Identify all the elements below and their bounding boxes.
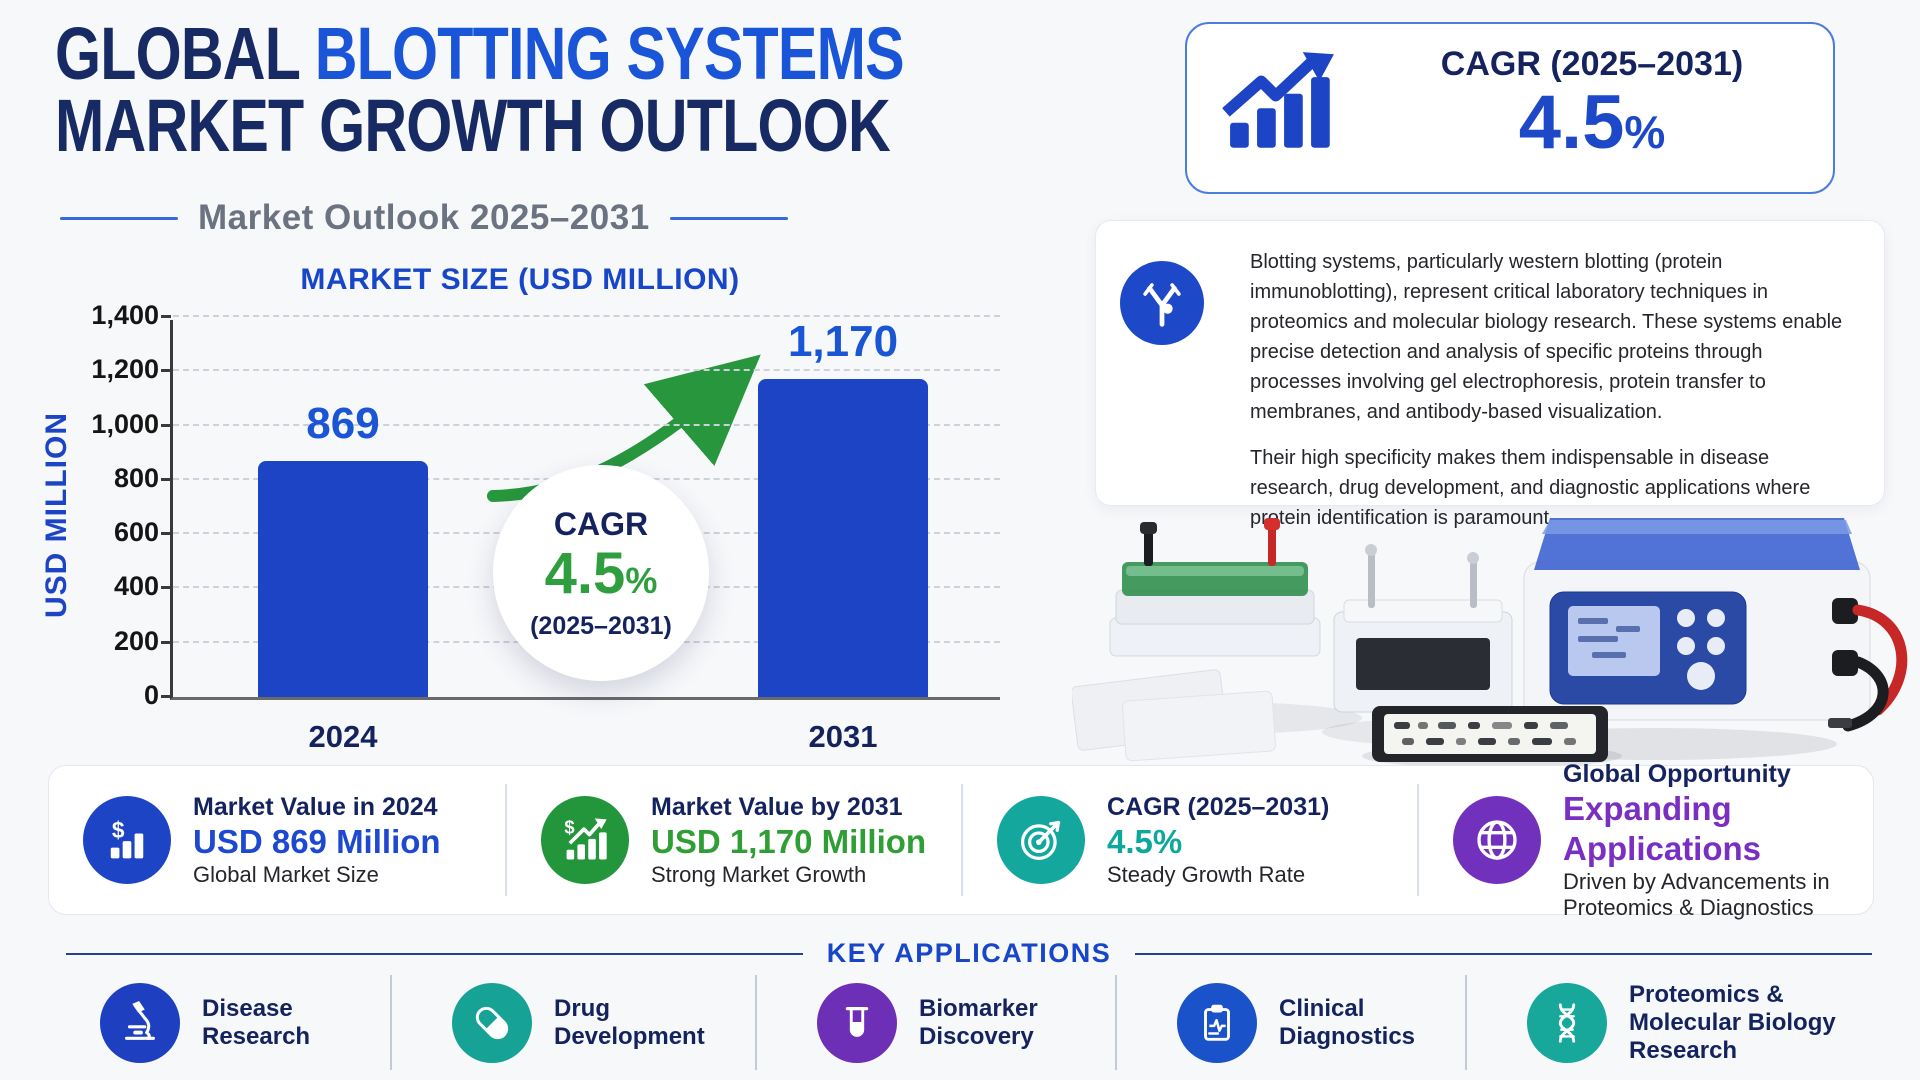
application-item: Proteomics & Molecular Biology Research [1465, 975, 1880, 1070]
key-applications-heading: KEY APPLICATIONS [66, 938, 1873, 969]
cagr-annotation-label: CAGR [553, 505, 649, 542]
svg-text:$: $ [564, 817, 574, 838]
antibody-icon [1120, 261, 1204, 345]
y-axis-tick-mark [161, 423, 171, 427]
y-axis-tick-mark [161, 586, 171, 590]
x-axis-tick-label: 2031 [808, 719, 878, 754]
stat-card: Global Opportunity Expanding Application… [1417, 760, 1873, 920]
cagr-annotation-bubble: CAGR 4.5% (2025–2031) [493, 465, 709, 681]
target-icon [997, 796, 1085, 884]
application-label: Drug Development [554, 994, 705, 1050]
application-label: Biomarker Discovery [919, 994, 1038, 1050]
bar-value-label: 1,170 [787, 317, 899, 367]
chart-title: MARKET SIZE (USD MILLION) [300, 263, 740, 296]
stat-value: USD 869 Million [193, 823, 441, 860]
blotting-equipment-illustration [1070, 518, 1908, 768]
clipboard-icon [1177, 982, 1257, 1063]
stat-value: Expanding Applications [1563, 790, 1762, 867]
cagr-annotation-period: (2025–2031) [530, 611, 672, 640]
stat-title: Market Value in 2024 [193, 793, 438, 821]
stat-subtitle: Driven by Advancements in Proteomics & D… [1563, 869, 1830, 920]
chart-plot-area: 0 200 400 600 800 1,000 1,200 1,400 869 2024 1,170… [91, 300, 1000, 754]
page-title-line2: MARKET GROWTH OUTLOOK [55, 84, 891, 167]
y-axis-tick-mark [161, 315, 171, 318]
heading-right-rule [1135, 952, 1873, 955]
stat-subtitle: Global Market Size [193, 862, 379, 887]
gridline [173, 369, 1000, 372]
globe-icon [1453, 796, 1541, 884]
application-label: Proteomics & Molecular Biology Research [1629, 980, 1836, 1064]
stat-title: CAGR (2025–2031) [1107, 793, 1330, 821]
application-item: Biomarker Discovery [755, 975, 1115, 1070]
y-axis-tick-mark [161, 532, 171, 536]
y-axis-tick-label: 400 [113, 571, 159, 602]
y-axis-tick-label: 1,000 [91, 408, 159, 439]
subtitle-text: Market Outlook 2025–2031 [198, 198, 650, 237]
y-axis-tick-mark [161, 640, 171, 644]
dollar-bars-icon: $ [83, 796, 171, 884]
description-paragraph-1: Blotting systems, particularly western b… [1250, 251, 1843, 423]
subtitle: Market Outlook 2025–2031 [60, 198, 920, 238]
y-axis-tick-mark [161, 695, 171, 698]
stat-subtitle: Strong Market Growth [651, 862, 867, 887]
stats-row: $ Market Value in 2024 USD 869 Million G… [48, 760, 1874, 920]
cagr-box-value: 4.5% [1518, 80, 1666, 165]
key-applications-row: Disease Research Drug Development Biomar… [40, 975, 1880, 1070]
gridline [173, 423, 1000, 426]
page-title-line1: GLOBAL BLOTTING SYSTEMS [55, 12, 905, 95]
description-card: Blotting systems, particularly western b… [1095, 220, 1885, 529]
subtitle-left-rule [60, 216, 178, 220]
application-item: Disease Research [40, 975, 390, 1070]
y-axis-tick-mark [161, 369, 171, 373]
microscope-icon [100, 982, 180, 1063]
stat-value: USD 1,170 Million [651, 823, 927, 860]
cagr-highlight-card: CAGR (2025–2031) 4.5% [1185, 22, 1835, 194]
bar-2024 [258, 461, 428, 697]
stat-card: $ Market Value by 2031 USD 1,170 Million… [505, 784, 961, 896]
capsule-icon [452, 982, 532, 1063]
y-axis-tick-label: 1,200 [91, 354, 159, 385]
description-paragraph-2: Their high specificity makes them indisp… [1250, 447, 1811, 529]
application-item: Drug Development [390, 975, 755, 1070]
subtitle-right-rule [669, 216, 788, 220]
y-axis-tick-label: 200 [113, 625, 159, 656]
bar-growth-icon [1217, 48, 1347, 168]
y-axis-tick-label: 800 [113, 462, 159, 493]
dollar-growth-icon: $ [541, 796, 629, 884]
description-text: Blotting systems, particularly western b… [1250, 247, 1856, 533]
stat-subtitle: Steady Growth Rate [1107, 862, 1306, 887]
application-item: Clinical Diagnostics [1115, 975, 1465, 1070]
stat-card: CAGR (2025–2031) 4.5% Steady Growth Rate [961, 784, 1417, 896]
test-tube-icon [817, 982, 897, 1063]
dna-icon [1527, 982, 1607, 1063]
heading-left-rule [66, 952, 803, 955]
y-axis-tick-label: 1,400 [91, 300, 159, 330]
stat-title: Global Opportunity [1563, 760, 1791, 788]
y-axis-tick-label: 0 [143, 680, 159, 710]
page-title: GLOBAL BLOTTING SYSTEMS MARKET GROWTH OU… [55, 12, 1116, 167]
y-axis-tick-label: 600 [113, 517, 159, 548]
page-title-accent: BLOTTING SYSTEMS [314, 12, 905, 95]
application-label: Disease Research [202, 994, 311, 1050]
stat-value: 4.5% [1107, 823, 1183, 860]
cagr-box-label: CAGR (2025–2031) [1440, 45, 1744, 83]
x-axis-tick-label: 2024 [308, 719, 378, 754]
product-photo [1070, 500, 1920, 768]
bar-2031 [758, 379, 928, 697]
bar-value-label: 869 [306, 399, 380, 449]
y-axis-tick-mark [161, 477, 171, 481]
svg-text:$: $ [112, 817, 125, 843]
cagr-annotation-value: 4.5% [544, 540, 658, 606]
key-applications-title: KEY APPLICATIONS [826, 938, 1112, 968]
gridline [173, 315, 1000, 317]
application-label: Clinical Diagnostics [1279, 994, 1416, 1050]
stat-title: Market Value by 2031 [651, 793, 903, 821]
stat-card: $ Market Value in 2024 USD 869 Million G… [49, 784, 505, 896]
